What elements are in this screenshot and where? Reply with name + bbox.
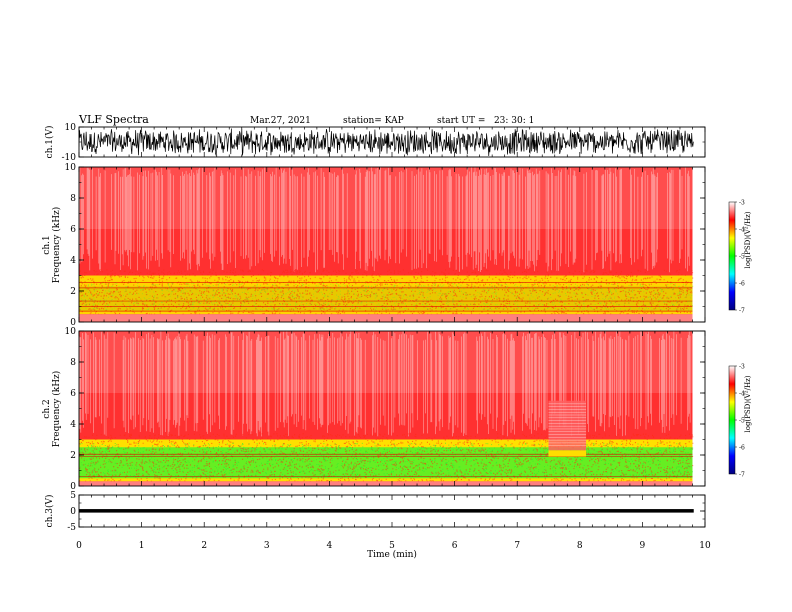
x-tick-label: 1 bbox=[139, 541, 145, 551]
x-tick-label: 10 bbox=[699, 541, 711, 551]
y-tick-label: 0 bbox=[70, 482, 76, 492]
y-tick-label: 8 bbox=[70, 358, 76, 368]
x-tick-label: 6 bbox=[452, 541, 458, 551]
ch3-waveform-trace bbox=[79, 509, 694, 513]
ch1-spectrogram-ylabel-frequency: Frequency (kHz) bbox=[51, 207, 62, 284]
ch2-colorbar: -3 -4 -5 -6 -7 bbox=[728, 364, 745, 479]
y-tick-label: 10 bbox=[65, 327, 77, 337]
spectrogram-band-speckle bbox=[79, 433, 694, 483]
y-tick-label: 6 bbox=[70, 389, 76, 399]
colorbar-tick-label: -6 bbox=[739, 281, 745, 288]
colorbar-scale bbox=[728, 365, 736, 475]
ch2-spectrogram-panel: 0 2 4 6 8 10 bbox=[65, 327, 706, 492]
ch2-gap-yellow-band bbox=[548, 450, 587, 457]
date-label: Mar.27, 2021 bbox=[250, 116, 311, 126]
spectrogram-band-speckle bbox=[79, 269, 694, 316]
station-label: station= KAP bbox=[343, 116, 404, 126]
y-tick-label: 4 bbox=[70, 256, 76, 266]
spectrogram-upper-field bbox=[79, 331, 693, 393]
colorbar-tick-label: -7 bbox=[739, 472, 745, 479]
spectrogram-white-streaks bbox=[79, 167, 690, 273]
spectrogram-green-speckle bbox=[79, 281, 694, 311]
y-tick-label: -10 bbox=[62, 153, 77, 163]
x-tick-label: 3 bbox=[264, 541, 270, 551]
spectrogram-white-streaks bbox=[79, 331, 691, 437]
y-tick-label: 2 bbox=[70, 451, 76, 461]
ch1-waveform-trace bbox=[79, 128, 694, 156]
x-tick-label: 0 bbox=[76, 541, 82, 551]
ch3-waveform-ylabel: ch.3(V) bbox=[44, 495, 55, 528]
x-tick-label: 7 bbox=[514, 541, 520, 551]
ch1-spectrogram-panel: 0 2 4 6 8 10 bbox=[65, 163, 706, 328]
start-ut-label: start UT = 23: 30: 1 bbox=[437, 116, 534, 126]
y-tick-label: 0 bbox=[70, 507, 76, 517]
colorbar-tick-label: -5 bbox=[739, 254, 745, 261]
x-tick-label: 5 bbox=[389, 541, 395, 551]
ch2-spectrogram-ylabel-channel: ch.2 bbox=[42, 399, 52, 418]
colorbar-tick-label: -5 bbox=[739, 418, 745, 425]
ch2-spectrogram-ylabel-frequency: Frequency (kHz) bbox=[51, 371, 62, 448]
colorbar-tick-label: -4 bbox=[739, 227, 745, 234]
ch1-waveform-panel: 10 -10 bbox=[62, 123, 706, 163]
ch3-waveform-panel: 50-50 1 2 3 4 5 6 7 8 9 10 bbox=[67, 491, 711, 551]
colorbar-tick-label: -4 bbox=[739, 391, 745, 398]
y-tick-label: -5 bbox=[67, 523, 76, 533]
y-tick-label: 10 bbox=[65, 163, 77, 173]
colorbar-tick-label: -7 bbox=[739, 308, 745, 315]
spectrogram-core-band bbox=[79, 286, 693, 312]
figure-title: VLF Spectra bbox=[78, 113, 149, 126]
ch1-colorbar: -3 -4 -5 -6 -7 bbox=[728, 200, 745, 315]
ch1-waveform-ylabel: ch.1(V) bbox=[44, 126, 55, 159]
ch2-gap-interval bbox=[548, 400, 587, 451]
x-tick-label: 8 bbox=[577, 541, 583, 551]
y-tick-label: 0 bbox=[70, 318, 76, 328]
colorbar-tick-label: -3 bbox=[739, 364, 745, 371]
y-tick-label: 2 bbox=[70, 287, 76, 297]
y-tick-label: 8 bbox=[70, 194, 76, 204]
x-tick-label: 4 bbox=[327, 541, 333, 551]
ch2-colorbar-label: log(PSD)(V²/Hz) bbox=[744, 375, 752, 432]
x-axis-label: Time (min) bbox=[367, 549, 417, 560]
spectrogram-green-speckle bbox=[79, 442, 694, 478]
ch1-spectrogram-ylabel-channel: ch.1 bbox=[42, 235, 52, 254]
spectrogram-low-frequency-strip bbox=[79, 481, 693, 486]
y-tick-label: 5 bbox=[70, 491, 76, 501]
y-tick-label: 4 bbox=[70, 420, 76, 430]
colorbar-tick-label: -6 bbox=[739, 445, 745, 452]
x-tick-label: 2 bbox=[201, 541, 207, 551]
y-tick-label: 6 bbox=[70, 225, 76, 235]
spectrogram-low-frequency-strip bbox=[79, 314, 693, 322]
y-tick-label: 10 bbox=[65, 123, 77, 133]
colorbar-scale bbox=[728, 201, 736, 311]
colorbar-tick-label: -3 bbox=[739, 200, 745, 207]
x-tick-label: 9 bbox=[640, 541, 646, 551]
ch1-colorbar-label: log(PSD)(V²/Hz) bbox=[744, 211, 752, 268]
